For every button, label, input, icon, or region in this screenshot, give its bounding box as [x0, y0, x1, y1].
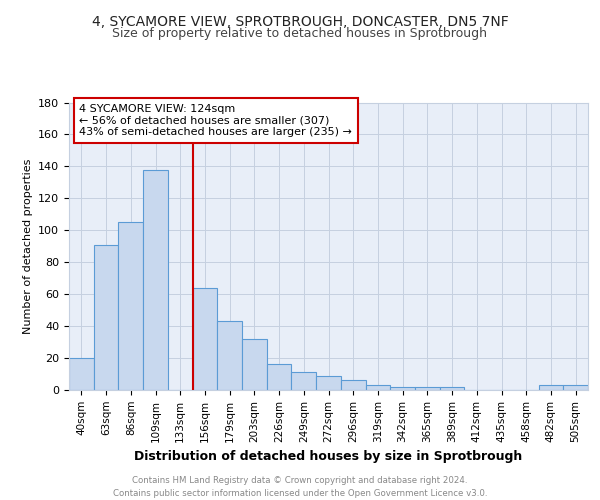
Bar	[316, 376, 341, 390]
Text: Contains public sector information licensed under the Open Government Licence v3: Contains public sector information licen…	[113, 489, 487, 498]
Text: 4, SYCAMORE VIEW, SPROTBROUGH, DONCASTER, DN5 7NF: 4, SYCAMORE VIEW, SPROTBROUGH, DONCASTER…	[92, 15, 508, 29]
X-axis label: Distribution of detached houses by size in Sprotbrough: Distribution of detached houses by size …	[134, 450, 523, 463]
Y-axis label: Number of detached properties: Number of detached properties	[23, 158, 32, 334]
Bar	[118, 222, 143, 390]
Bar	[217, 322, 242, 390]
Bar	[94, 244, 118, 390]
Bar	[390, 387, 415, 390]
Bar	[193, 288, 217, 390]
Bar	[267, 364, 292, 390]
Bar	[292, 372, 316, 390]
Text: Size of property relative to detached houses in Sprotbrough: Size of property relative to detached ho…	[113, 28, 487, 40]
Bar	[341, 380, 365, 390]
Text: 4 SYCAMORE VIEW: 124sqm
← 56% of detached houses are smaller (307)
43% of semi-d: 4 SYCAMORE VIEW: 124sqm ← 56% of detache…	[79, 104, 352, 137]
Bar	[440, 387, 464, 390]
Bar	[539, 385, 563, 390]
Bar	[143, 170, 168, 390]
Bar	[563, 385, 588, 390]
Bar	[69, 358, 94, 390]
Bar	[242, 339, 267, 390]
Bar	[365, 385, 390, 390]
Text: Contains HM Land Registry data © Crown copyright and database right 2024.: Contains HM Land Registry data © Crown c…	[132, 476, 468, 485]
Bar	[415, 387, 440, 390]
